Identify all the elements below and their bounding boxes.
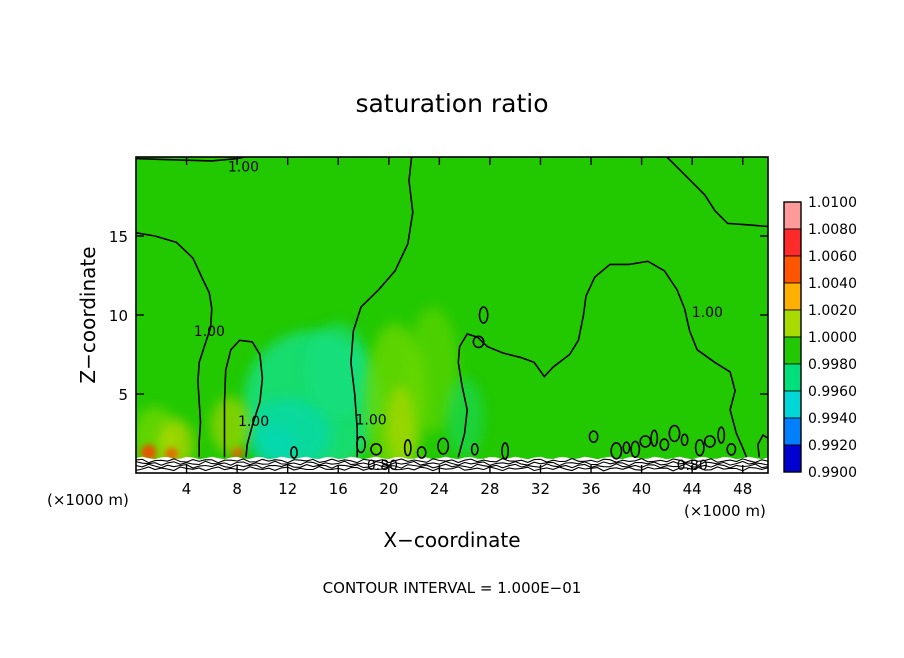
colorbar-swatch — [783, 336, 802, 365]
contour-label: 1.00 — [356, 412, 387, 428]
surface-contour — [136, 460, 768, 467]
colorbar-tick-label: 1.0040 — [808, 276, 857, 292]
contour-cell — [478, 306, 489, 324]
colorbar-swatch — [783, 444, 802, 473]
x-tick-label: 4 — [182, 480, 192, 498]
x-tick-label: 44 — [683, 480, 702, 498]
contour-cell — [668, 424, 681, 443]
surface-contour — [136, 463, 768, 469]
field-patch — [210, 397, 252, 455]
x-unit-left: (×1000 m) — [47, 491, 129, 509]
contour-plume — [223, 339, 264, 458]
y-tick-label: 5 — [118, 386, 128, 404]
plot-area — [136, 157, 768, 473]
colorbar-tick-label: 1.0080 — [808, 222, 857, 238]
x-tick-label: 40 — [632, 480, 651, 498]
x-tick-label: 28 — [480, 480, 499, 498]
contour-cell — [588, 430, 599, 443]
colorbar-tick-label: 0.9980 — [808, 357, 857, 373]
x-tick-label: 32 — [531, 480, 550, 498]
colorbar-swatch — [783, 390, 802, 419]
contour-lines — [136, 157, 768, 460]
contour-cell — [472, 335, 485, 349]
colorbar-tick-label: 0.9960 — [808, 384, 857, 400]
colorbar-frame — [783, 201, 802, 473]
x-tick-label: 24 — [430, 480, 449, 498]
contour-cell — [680, 433, 689, 447]
contour-left — [136, 232, 213, 458]
contour-right-basin — [457, 260, 748, 458]
field-patch — [306, 322, 370, 418]
contour-label: 0.80 — [367, 458, 398, 474]
x-tick-label: 16 — [329, 480, 348, 498]
y-tick-label: 10 — [109, 307, 128, 325]
surface-layer — [136, 456, 768, 473]
colorbar-tick-label: 1.0100 — [808, 195, 857, 211]
contour-top-right — [666, 157, 768, 228]
field-patch — [141, 444, 157, 461]
contour-label: 1.00 — [228, 159, 259, 175]
contour-cell — [470, 442, 479, 456]
contour-cell — [659, 438, 670, 451]
x-tick-label: 8 — [232, 480, 242, 498]
contour-cell — [630, 440, 641, 458]
contour-cell — [726, 442, 737, 456]
colorbar-tick-label: 1.0000 — [808, 330, 857, 346]
contour-cell — [501, 442, 510, 460]
surface-contour — [136, 457, 768, 464]
contour-center — [350, 157, 414, 458]
colorbar-swatch — [783, 309, 802, 338]
contour-cell — [356, 435, 366, 454]
x-tick-label: 48 — [733, 480, 752, 498]
chart-title: saturation ratio — [355, 89, 548, 118]
contour-label: 1.00 — [194, 324, 225, 340]
contour-cell — [610, 442, 623, 460]
contour-cell — [650, 429, 659, 447]
field-patch — [386, 386, 417, 466]
colorbar-swatch — [783, 201, 802, 230]
contour-cell — [694, 439, 705, 457]
colorbar-swatch — [783, 255, 802, 284]
colorbar-swatch — [783, 228, 802, 257]
colorbar-tick-label: 0.9920 — [808, 438, 857, 454]
contour-cell — [416, 446, 427, 459]
y-axis-label: Z−coordinate — [76, 246, 100, 383]
field-patch — [407, 307, 459, 434]
y-axis-ticks: 5 10 15 — [109, 228, 768, 404]
colorbar-swatch — [783, 417, 802, 446]
contour-cell — [290, 446, 298, 459]
x-unit-right: (×1000 m) — [684, 502, 766, 520]
contour-interval-note: CONTOUR INTERVAL = 1.000E−01 — [323, 579, 582, 597]
x-tick-label: 12 — [278, 480, 297, 498]
contour-edge — [757, 433, 768, 458]
colorbar-tick-label: 1.0060 — [808, 249, 857, 265]
contour-top — [136, 157, 249, 162]
colorbar-tick-label: 1.0020 — [808, 303, 857, 319]
contour-cell — [370, 442, 383, 456]
contour-labels: 1.001.001.00 1.001.000.80 0.80 — [194, 159, 723, 474]
contour-cell — [717, 426, 726, 444]
x-tick-label: 36 — [581, 480, 600, 498]
x-tick-label: 20 — [379, 480, 398, 498]
y-tick-label: 15 — [109, 228, 128, 246]
colorbar-swatch — [783, 363, 802, 392]
surface-contour — [136, 465, 768, 472]
x-axis-ticks: 4 8 12 16 20 24 28 32 36 40 44 48 — [182, 157, 752, 498]
contour-label: 1.00 — [692, 305, 723, 321]
contour-cell — [703, 435, 716, 448]
contour-cell — [622, 441, 631, 455]
contour-label: 1.00 — [238, 414, 269, 430]
x-axis-label: X−coordinate — [383, 528, 520, 552]
contour-cell — [403, 439, 412, 457]
contour-cell — [437, 437, 450, 455]
colorbar-tick-label: 0.9940 — [808, 411, 857, 427]
field-patch — [445, 378, 484, 458]
colorbar-swatch — [783, 282, 802, 311]
field-patch — [254, 425, 296, 464]
field-patches — [136, 307, 484, 473]
colorbar-tick-label: 0.9900 — [808, 465, 857, 481]
colorbar: 1.0100 1.0080 1.0060 1.0040 1.0020 1.0000 0.99… — [783, 195, 857, 481]
